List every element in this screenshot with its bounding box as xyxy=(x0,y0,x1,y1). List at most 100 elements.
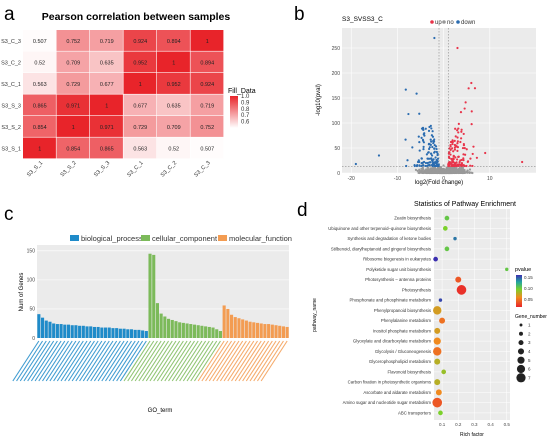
go-term-label xyxy=(79,340,107,382)
panel-a-heatmap: Pearson correlation between samples 0.50… xyxy=(1,11,256,178)
volcano-point-down xyxy=(427,147,431,151)
volcano-point-down xyxy=(418,112,421,115)
volcano-point-down xyxy=(420,136,423,139)
go-bar xyxy=(129,329,134,338)
volcano-legend-swatch-no xyxy=(442,20,446,24)
panel-label-a: a xyxy=(4,4,15,25)
go-bar xyxy=(81,325,85,338)
pathway-point xyxy=(433,306,442,315)
volcano-point-down xyxy=(428,146,431,149)
go-ytick-label: 100 xyxy=(27,278,36,284)
pathway-label: Synthesis and degradation of ketone bodi… xyxy=(347,236,431,241)
go-term-label xyxy=(219,340,247,382)
heatmap-cell-label: 0.719 xyxy=(200,103,214,109)
heatmap-cell-label: 0.677 xyxy=(133,103,147,109)
volcano-point-up xyxy=(456,142,459,145)
go-term-label xyxy=(86,340,114,382)
volcano-title: S3_SVSS3_C xyxy=(342,16,383,23)
volcano-point-up xyxy=(460,161,464,165)
heatmap-cell xyxy=(190,94,224,116)
go-bar xyxy=(70,325,74,338)
go-bar xyxy=(211,327,215,338)
volcano-point-no xyxy=(452,170,455,173)
volcano-point-up xyxy=(460,130,463,133)
gene-number-swatch xyxy=(519,323,523,327)
go-term-label xyxy=(97,340,125,382)
go-bar xyxy=(96,326,100,338)
go-term-label xyxy=(23,340,51,382)
go-term-label xyxy=(156,340,184,382)
panel-label-c: c xyxy=(4,204,14,225)
volcano-xtick-label: 0 xyxy=(442,176,445,182)
volcano-legend: up no down xyxy=(430,20,475,26)
volcano-point-no xyxy=(466,169,469,172)
go-bar xyxy=(248,321,252,338)
pathway-point xyxy=(435,389,442,396)
go-bar xyxy=(237,318,241,338)
heatmap-cell-label: 0.865 xyxy=(100,146,114,152)
go-ytick-label: 0 xyxy=(32,336,35,342)
volcano-ytick-label: 150 xyxy=(332,96,341,102)
go-bar xyxy=(241,319,245,338)
volcano-point-down xyxy=(430,158,434,162)
pathway-point xyxy=(433,347,442,356)
heatmap-cell-label: 1 xyxy=(38,146,41,152)
volcano-point-no xyxy=(422,168,425,171)
enrichment-points xyxy=(432,215,509,416)
volcano-point-down xyxy=(430,154,434,157)
go-bar xyxy=(255,322,260,338)
volcano-ylabel: -log10(pval) xyxy=(316,84,322,116)
volcano-point-up xyxy=(454,156,457,159)
volcano-point-up xyxy=(459,140,462,144)
heatmap-cell-label: 0.677 xyxy=(100,82,114,88)
volcano-point-down xyxy=(429,152,433,155)
heatmap-col-label: S3_S_1 xyxy=(26,160,44,178)
volcano-point-no xyxy=(431,171,434,174)
pathway-point xyxy=(444,246,450,252)
go-term-label xyxy=(82,340,110,382)
heatmap-cell-label: 0.729 xyxy=(133,125,147,131)
go-bar xyxy=(200,325,204,338)
heatmap-cell xyxy=(190,30,224,51)
volcano-point-up xyxy=(457,127,460,130)
volcano-point-up xyxy=(457,122,460,126)
volcano-point-down xyxy=(429,138,432,141)
go-term-label xyxy=(175,340,203,382)
volcano-point-up xyxy=(462,159,465,162)
volcano-point-down xyxy=(404,88,407,91)
volcano-point-up xyxy=(463,147,466,150)
volcano-point-down xyxy=(407,112,410,116)
go-term-label xyxy=(19,340,47,382)
heatmap-cell xyxy=(90,116,123,137)
volcano-point-up xyxy=(463,107,466,110)
volcano-point-up xyxy=(462,157,465,160)
heatmap-cell-label: 0.719 xyxy=(100,39,114,45)
volcano-legend-label: up xyxy=(435,20,442,26)
heatmap-row-label: S3_C_3 xyxy=(1,39,21,45)
volcano-point-no xyxy=(426,170,429,173)
go-bar xyxy=(181,322,185,338)
pathway-label: Glycerophospholipid metabolism xyxy=(369,359,432,364)
volcano-legend-swatch-down xyxy=(456,20,460,24)
volcano-point-up xyxy=(453,162,456,165)
go-bar xyxy=(192,324,197,338)
go-term-label xyxy=(42,340,69,382)
go-bar xyxy=(48,321,52,338)
pathway-label: Amino sugar and nucleotide sugar metabol… xyxy=(343,400,432,405)
go-term-label xyxy=(138,340,166,382)
volcano-point-down xyxy=(435,150,438,154)
volcano-point-up xyxy=(458,161,461,164)
heatmap-row-labels: S3_C_3 S3_C_2 S3_C_1 S3_S_3 S3_S_2 S3_S_1 xyxy=(1,39,21,153)
go-bar xyxy=(133,329,137,338)
go-bar xyxy=(274,325,278,338)
volcano-point-up xyxy=(472,145,475,148)
volcano-xtick-label: -10 xyxy=(394,176,401,182)
go-bar xyxy=(196,325,200,338)
go-term-label xyxy=(182,340,210,382)
volcano-point-up xyxy=(452,164,455,167)
volcano-point-up xyxy=(470,81,473,85)
heatmap-cell-label: 0.894 xyxy=(167,39,181,45)
volcano-point-no xyxy=(422,171,425,174)
go-term-label xyxy=(164,340,192,382)
volcano-point-down xyxy=(426,157,429,160)
